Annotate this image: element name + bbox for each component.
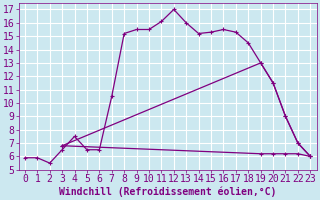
X-axis label: Windchill (Refroidissement éolien,°C): Windchill (Refroidissement éolien,°C) xyxy=(59,187,276,197)
